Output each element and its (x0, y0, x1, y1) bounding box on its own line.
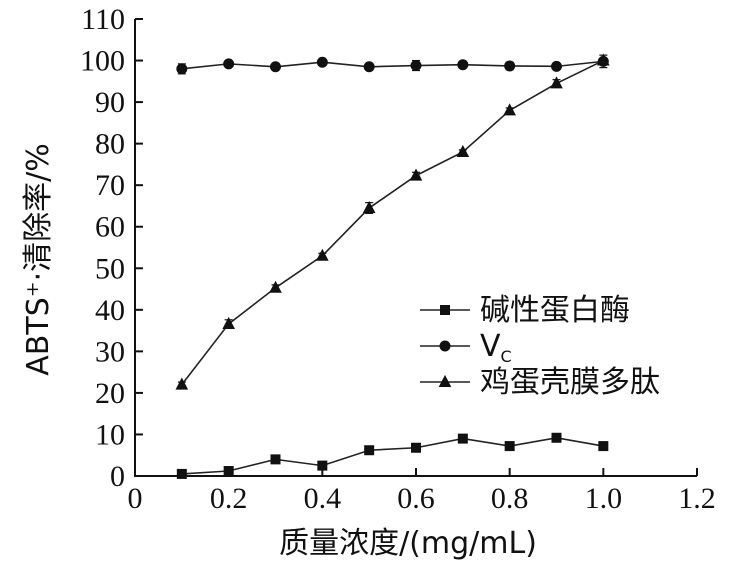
legend-label: 碱性蛋白酶 (480, 293, 630, 328)
y-tick-label: 60 (95, 211, 125, 244)
data-point (504, 441, 515, 452)
y-axis-ticks: 0 10 20 30 40 50 60 70 80 90 100 110 (80, 3, 143, 493)
data-point (176, 468, 187, 479)
legend-marker (439, 340, 451, 352)
x-tick-label: 0.6 (397, 482, 435, 515)
y-tick-label: 100 (80, 45, 125, 78)
legend-label: VC (480, 329, 512, 366)
series-0 (176, 432, 609, 479)
series-line (181, 60, 604, 70)
y-tick-label: 50 (95, 252, 125, 285)
x-tick-label: 0.2 (210, 482, 248, 515)
data-point (223, 466, 234, 477)
y-tick-label: 80 (95, 128, 125, 161)
y-tick-label: 110 (81, 3, 125, 36)
x-axis-ticks: 0 0.2 0.4 0.6 0.8 1.0 1.2 (128, 468, 716, 515)
data-point (317, 460, 328, 471)
data-point (504, 60, 516, 72)
legend-label: 鸡蛋壳膜多肽 (480, 365, 660, 400)
data-point (551, 60, 562, 72)
data-point (362, 200, 376, 214)
series-1 (176, 54, 609, 75)
y-tick-label: 10 (95, 418, 125, 451)
data-point (503, 103, 516, 116)
legend-item-0: 碱性蛋白酶 (420, 293, 630, 328)
y-tick-label: 0 (110, 460, 125, 493)
data-point (316, 56, 328, 68)
data-point (223, 58, 235, 70)
data-point (222, 316, 235, 329)
series-2 (175, 53, 610, 390)
data-point (270, 454, 281, 465)
data-point (411, 442, 421, 453)
x-tick-label: 1.2 (678, 482, 716, 515)
data-point (457, 59, 469, 71)
data-point (269, 280, 282, 293)
y-tick-label: 70 (95, 169, 125, 202)
data-point (410, 60, 422, 72)
legend-marker (440, 305, 450, 315)
x-tick-label: 0.8 (491, 482, 529, 515)
data-point (598, 441, 609, 452)
data-point (364, 445, 375, 456)
x-tick-label: 0 (128, 482, 143, 515)
y-tick-label: 90 (95, 86, 125, 119)
data-point (176, 63, 188, 75)
y-tick-label: 30 (95, 335, 125, 368)
series-layer (175, 53, 610, 479)
data-point (457, 433, 468, 444)
legend-marker (438, 374, 452, 387)
x-axis-title: 质量浓度/(mg/mL) (279, 526, 537, 561)
x-tick-label: 1.0 (585, 482, 623, 515)
data-point (175, 377, 189, 390)
series-line (181, 436, 604, 475)
legend-item-1: VC (420, 329, 512, 366)
data-point (270, 61, 281, 73)
y-tick-label: 40 (95, 294, 125, 327)
axes (134, 19, 697, 477)
series-line (181, 59, 604, 386)
x-tick-label: 0.4 (304, 482, 342, 515)
data-point (456, 144, 470, 157)
y-axis-title: ABTS⁺·清除率/% (21, 143, 56, 375)
legend-item-2: 鸡蛋壳膜多肽 (420, 365, 660, 400)
data-point (316, 248, 329, 261)
y-tick-label: 20 (95, 377, 125, 410)
data-point (363, 61, 375, 73)
data-point (550, 76, 563, 89)
data-point (597, 53, 610, 66)
data-point (409, 168, 423, 181)
data-point (551, 432, 562, 443)
